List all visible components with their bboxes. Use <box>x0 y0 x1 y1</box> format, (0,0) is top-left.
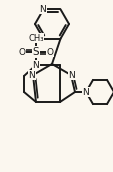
Text: N: N <box>68 71 75 79</box>
Text: N: N <box>82 88 89 96</box>
Text: N: N <box>39 5 45 14</box>
Text: O: O <box>18 47 25 56</box>
Text: O: O <box>46 47 53 56</box>
Text: N: N <box>32 61 39 69</box>
Text: N: N <box>28 71 35 79</box>
Text: S: S <box>32 47 39 57</box>
Text: CH₃: CH₃ <box>28 34 43 42</box>
